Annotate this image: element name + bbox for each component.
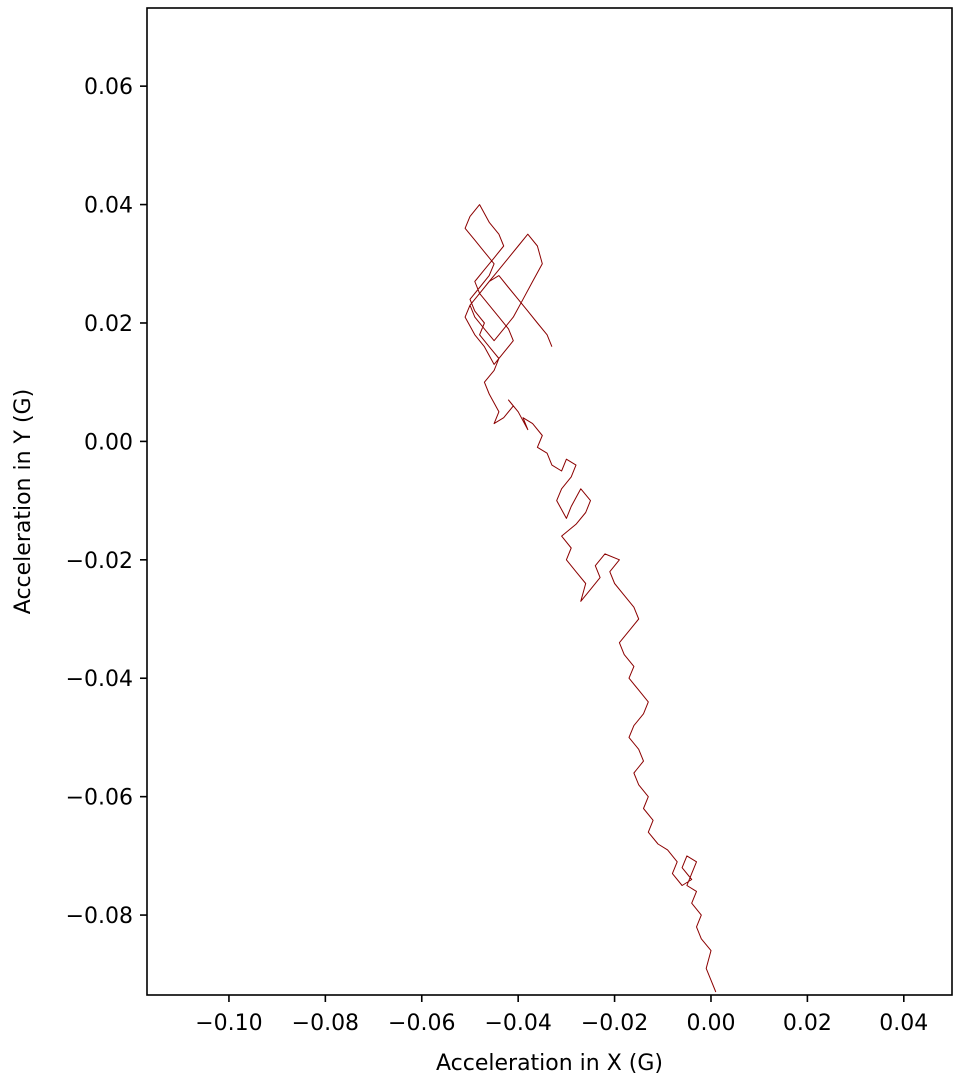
y-tick-label: −0.06 [66,786,133,811]
axes-frame [146,7,953,996]
x-tick-label: −0.08 [292,1011,359,1036]
y-tick-label: −0.04 [66,667,133,692]
plot-area [464,204,717,993]
y-tick-label: 0.04 [84,194,133,219]
x-tick-label: −0.04 [484,1011,551,1036]
y-tick-label: −0.08 [66,904,133,929]
y-tick-label: 0.06 [84,75,133,100]
x-tick-label: −0.02 [581,1011,648,1036]
trajectory-line-0 [464,204,717,993]
x-tick-label: 0.00 [686,1011,735,1036]
axis-ticks: −0.10 −0.08 −0.06 −0.04 −0.02 0.00 0.02 0.04 0.0… [66,75,929,1036]
y-tick-label: 0.00 [84,430,133,455]
y-axis-label: Acceleration in Y (G) [11,389,36,614]
y-tick-label: 0.02 [84,312,133,337]
x-tick-label: 0.02 [783,1011,832,1036]
x-tick-label: 0.04 [879,1011,928,1036]
x-tick-label: −0.10 [195,1011,262,1036]
x-tick-label: −0.06 [388,1011,455,1036]
y-tick-label: −0.02 [66,549,133,574]
x-axis-label: Acceleration in X (G) [436,1051,663,1076]
